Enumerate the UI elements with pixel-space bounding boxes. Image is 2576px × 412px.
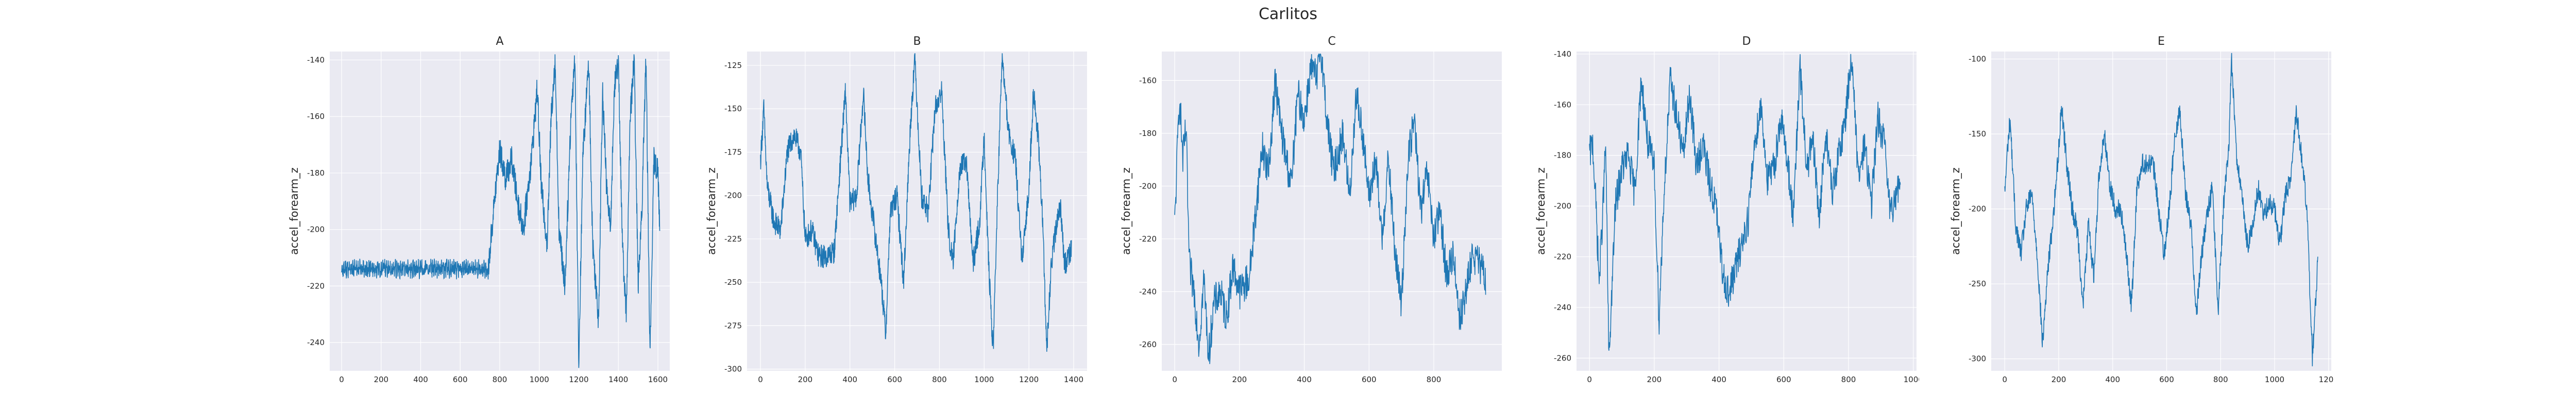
y-tick-label: -140 xyxy=(307,55,325,64)
series-line xyxy=(1174,54,1486,364)
x-tick-label: 800 xyxy=(1427,375,1442,384)
x-tick-label: 200 xyxy=(1647,375,1662,384)
subplot-title: E xyxy=(2158,35,2165,48)
y-tick-label: -200 xyxy=(1969,204,1986,214)
y-tick-label: -220 xyxy=(307,281,325,290)
series-line xyxy=(760,53,1072,352)
subplot-title: A xyxy=(496,35,504,48)
y-tick-label: -240 xyxy=(307,338,325,347)
y-tick-label: -275 xyxy=(724,321,742,330)
y-tick-label: -125 xyxy=(724,61,742,70)
x-tick-label: 1000 xyxy=(974,375,994,384)
y-tick-label: -240 xyxy=(1554,303,1571,312)
y-tick-label: -250 xyxy=(724,278,742,287)
y-axis-label: accel_forearm_z xyxy=(1950,167,1962,255)
x-tick-label: 400 xyxy=(413,375,428,384)
plot-background xyxy=(1991,52,2331,371)
x-tick-label: 600 xyxy=(1776,375,1791,384)
series-line xyxy=(341,54,660,368)
x-tick-label: 200 xyxy=(2052,375,2066,384)
subplot-a: A 0 200 400 600 800 1000 1200 1400 1600 -140 -160 -… xyxy=(281,31,672,391)
y-tick-label: -180 xyxy=(1139,129,1157,138)
y-tick-label: -160 xyxy=(1554,100,1571,109)
subplot-b: B 0 200 400 600 800 1000 1200 1400 -125 -150 -175 -… xyxy=(698,31,1090,391)
y-tick-label: -260 xyxy=(1554,353,1571,363)
x-tick-label: 600 xyxy=(887,375,902,384)
y-tick-label: -300 xyxy=(1969,354,1986,364)
x-tick-label: 800 xyxy=(2213,375,2228,384)
x-tick-label: 1200 xyxy=(569,375,588,384)
x-tick-label: 1200 xyxy=(1019,375,1039,384)
x-tick-label: 1200 xyxy=(2319,375,2334,384)
x-tick-label: 800 xyxy=(932,375,947,384)
x-tick-label: 1000 xyxy=(2265,375,2284,384)
plot-background xyxy=(747,52,1087,371)
series-line xyxy=(2004,53,2318,367)
subplot-c: C 0 200 400 600 800 -160 -180 -200 -220 -240 -260 a… xyxy=(1113,31,1504,391)
x-tick-label: 400 xyxy=(842,375,857,384)
y-tick-label: -200 xyxy=(1554,201,1571,211)
x-tick-label: 0 xyxy=(1172,375,1177,384)
y-tick-label: -180 xyxy=(1554,151,1571,160)
y-tick-label: -225 xyxy=(724,234,742,244)
x-tick-label: 800 xyxy=(1841,375,1856,384)
y-tick-label: -300 xyxy=(724,365,742,374)
x-tick-label: 1600 xyxy=(648,375,668,384)
y-tick-label: -160 xyxy=(1139,76,1157,85)
y-tick-label: -200 xyxy=(724,191,742,200)
figure-suptitle: Carlitos xyxy=(1258,5,1318,23)
plot-area: 0 200 400 600 800 1000 1200 1400 -125 -150 -175 -20… xyxy=(705,52,1087,384)
y-tick-label: -180 xyxy=(307,168,325,178)
x-tick-label: 1000 xyxy=(530,375,549,384)
y-tick-label: -220 xyxy=(1554,252,1571,262)
plot-background xyxy=(1162,52,1502,371)
x-tick-label: 0 xyxy=(1587,375,1592,384)
y-tick-label: -220 xyxy=(1139,234,1157,244)
x-tick-label: 600 xyxy=(1362,375,1377,384)
x-tick-label: 0 xyxy=(758,375,763,384)
x-tick-label: 800 xyxy=(493,375,507,384)
x-tick-label: 200 xyxy=(374,375,388,384)
subplot-e: E 0 200 400 600 800 1000 1200 -100 -150 -200 -250 -… xyxy=(1942,31,2338,391)
plot-area: 0 200 400 600 800 1000 -140 -160 -180 -200 -220 -24… xyxy=(1535,49,1923,384)
y-tick-label: -100 xyxy=(1969,55,1986,64)
y-tick-label: -260 xyxy=(1139,340,1157,349)
plot-area: 0 200 400 600 800 1000 1200 1400 1600 -140 -160 -18… xyxy=(288,52,670,384)
x-tick-label: 600 xyxy=(453,375,468,384)
x-tick-label: 600 xyxy=(2159,375,2174,384)
y-tick-label: -150 xyxy=(724,104,742,113)
x-tick-label: 1000 xyxy=(1904,375,1919,384)
x-tick-label: 400 xyxy=(2105,375,2120,384)
y-axis-label: accel_forearm_z xyxy=(1535,167,1548,255)
y-tick-label: -240 xyxy=(1139,287,1157,296)
y-tick-label: -250 xyxy=(1969,279,1986,288)
y-axis-label: accel_forearm_z xyxy=(705,167,718,255)
y-axis-label: accel_forearm_z xyxy=(288,167,301,255)
x-tick-label: 1400 xyxy=(1064,375,1083,384)
y-tick-label: -150 xyxy=(1969,129,1986,139)
y-axis-label: accel_forearm_z xyxy=(1120,167,1133,255)
plot-area: 0 200 400 600 800 1000 1200 -100 -150 -200 -250 -30… xyxy=(1950,52,2338,384)
x-tick-label: 200 xyxy=(798,375,813,384)
y-tick-label: -200 xyxy=(307,225,325,234)
y-tick-label: -160 xyxy=(307,112,325,121)
y-tick-label: -140 xyxy=(1554,49,1571,59)
x-tick-label: 400 xyxy=(1711,375,1726,384)
x-tick-label: 1400 xyxy=(608,375,628,384)
y-tick-label: -175 xyxy=(724,147,742,157)
x-tick-label: 0 xyxy=(2002,375,2007,384)
plot-background xyxy=(1577,52,1917,371)
subplot-title: C xyxy=(1328,35,1336,48)
subplot-title: B xyxy=(913,35,921,48)
series-line xyxy=(1589,54,1901,351)
subplot-d: D 0 200 400 600 800 1000 -140 -160 -180 -200 -220 -… xyxy=(1528,31,1923,391)
x-tick-label: 200 xyxy=(1232,375,1247,384)
plot-area: 0 200 400 600 800 -160 -180 -200 -220 -240 -260 acc… xyxy=(1120,52,1502,384)
x-tick-label: 0 xyxy=(339,375,344,384)
x-tick-label: 400 xyxy=(1297,375,1312,384)
y-tick-label: -200 xyxy=(1139,181,1157,191)
subplot-title: D xyxy=(1742,35,1751,48)
